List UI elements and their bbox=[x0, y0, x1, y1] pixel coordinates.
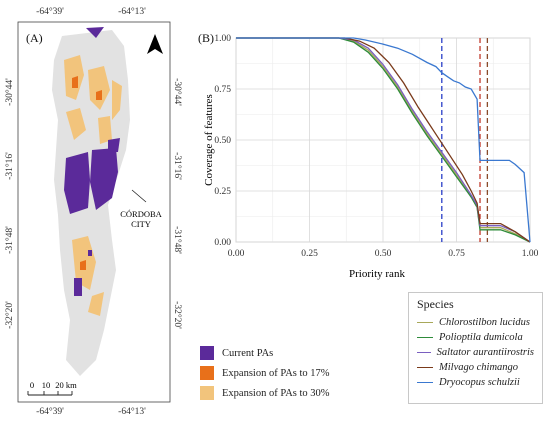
legend-swatch bbox=[417, 337, 433, 338]
x-tick-label: 0.50 bbox=[375, 249, 392, 259]
legend-label: Milvago chimango bbox=[439, 362, 519, 373]
map-legend-item: Expansion of PAs to 17% bbox=[200, 363, 400, 383]
x-tick-label: 0.75 bbox=[448, 249, 465, 259]
top-coord-2: -64°13' bbox=[118, 6, 146, 17]
series-line bbox=[236, 37, 531, 243]
y-tick-label: 1.00 bbox=[214, 34, 231, 44]
left-coord-4: -32°20' bbox=[4, 301, 15, 329]
city-label-line1: CÓRDOBA bbox=[120, 209, 162, 219]
city-leader-line bbox=[131, 189, 147, 203]
chart-legend: Species Chlorostilbon lucidus Polioptila… bbox=[408, 292, 543, 404]
expansion-30-patches bbox=[64, 55, 122, 316]
map-panel: -64°39' -64°13' -64°39' -64°13' -30°44' … bbox=[0, 0, 330, 429]
scale-label-10: 10 bbox=[42, 380, 51, 390]
legend-item: Chlorostilbon lucidus bbox=[417, 315, 534, 330]
current-pa-swatch bbox=[200, 346, 214, 360]
series-line bbox=[236, 37, 531, 243]
series-line bbox=[236, 37, 531, 243]
left-coord-1: -30°44' bbox=[4, 78, 15, 106]
x-tick-label: 0.25 bbox=[301, 249, 318, 259]
legend-item: Polioptila dumicola bbox=[417, 330, 534, 345]
map-legend-item: Expansion of PAs to 30% bbox=[200, 383, 400, 403]
legend-label: Saltator aurantiirostris bbox=[436, 347, 534, 358]
expansion-17-swatch bbox=[200, 366, 214, 380]
expansion-30-swatch bbox=[200, 386, 214, 400]
y-tick-label: 0.00 bbox=[214, 238, 231, 248]
expansion-17-patches bbox=[72, 76, 102, 270]
y-axis-label: Coverage of features bbox=[203, 94, 215, 186]
bottom-coord-2: -64°13' bbox=[118, 406, 146, 417]
x-axis-label: Priority rank bbox=[349, 268, 405, 280]
current-pa-north bbox=[86, 27, 104, 38]
city-label-line2: CITY bbox=[131, 219, 151, 229]
legend-label: Dryocopus schulzii bbox=[439, 377, 520, 388]
chart-panel: (B) Priority rank Coverage of features 0… bbox=[190, 20, 550, 290]
legend-swatch bbox=[417, 367, 433, 368]
series-line bbox=[236, 37, 531, 243]
map-svg: -64°39' -64°13' -64°39' -64°13' -30°44' … bbox=[4, 6, 183, 417]
bottom-coord-1: -64°39' bbox=[36, 406, 64, 417]
left-coord-3: -31°48' bbox=[4, 226, 15, 254]
chart-panel-label: (B) bbox=[198, 31, 214, 45]
left-coord-2: -31°16' bbox=[4, 152, 15, 180]
scale-label-0: 0 bbox=[30, 380, 34, 390]
x-tick-label: 0.00 bbox=[228, 249, 245, 259]
map-panel-label: (A) bbox=[26, 31, 43, 45]
legend-item: Dryocopus schulzii bbox=[417, 375, 534, 390]
legend-swatch bbox=[417, 352, 431, 353]
right-coord-4: -32°20' bbox=[172, 301, 183, 329]
north-arrow-icon bbox=[147, 34, 163, 54]
map-legend-label: Expansion of PAs to 17% bbox=[222, 367, 330, 379]
legend-swatch bbox=[417, 322, 433, 323]
legend-item: Saltator aurantiirostris bbox=[417, 345, 534, 360]
y-tick-label: 0.25 bbox=[214, 187, 231, 197]
top-coord-1: -64°39' bbox=[36, 6, 64, 17]
map-legend: Current PAs Expansion of PAs to 17% Expa… bbox=[200, 343, 400, 403]
x-tick-label: 1.00 bbox=[522, 249, 539, 259]
right-coord-2: -31°16' bbox=[172, 152, 183, 180]
current-pa-central bbox=[64, 138, 120, 296]
coverage-chart: (B) Priority rank Coverage of features 0… bbox=[198, 31, 539, 280]
map-legend-label: Expansion of PAs to 30% bbox=[222, 387, 330, 399]
right-coord-3: -31°48' bbox=[172, 226, 183, 254]
scale-label-20km: 20 km bbox=[55, 380, 77, 390]
legend-title: Species bbox=[417, 297, 454, 311]
y-tick-label: 0.50 bbox=[214, 136, 231, 146]
scale-bar bbox=[27, 391, 73, 396]
map-legend-label: Current PAs bbox=[222, 347, 274, 359]
legend-label: Chlorostilbon lucidus bbox=[439, 317, 530, 328]
right-coord-1: -30°44' bbox=[172, 78, 183, 106]
legend-item: Milvago chimango bbox=[417, 360, 534, 375]
legend-label: Polioptila dumicola bbox=[439, 332, 523, 343]
legend-swatch bbox=[417, 382, 433, 383]
series-line bbox=[236, 37, 531, 243]
y-tick-label: 0.75 bbox=[214, 85, 231, 95]
map-legend-item: Current PAs bbox=[200, 343, 400, 363]
